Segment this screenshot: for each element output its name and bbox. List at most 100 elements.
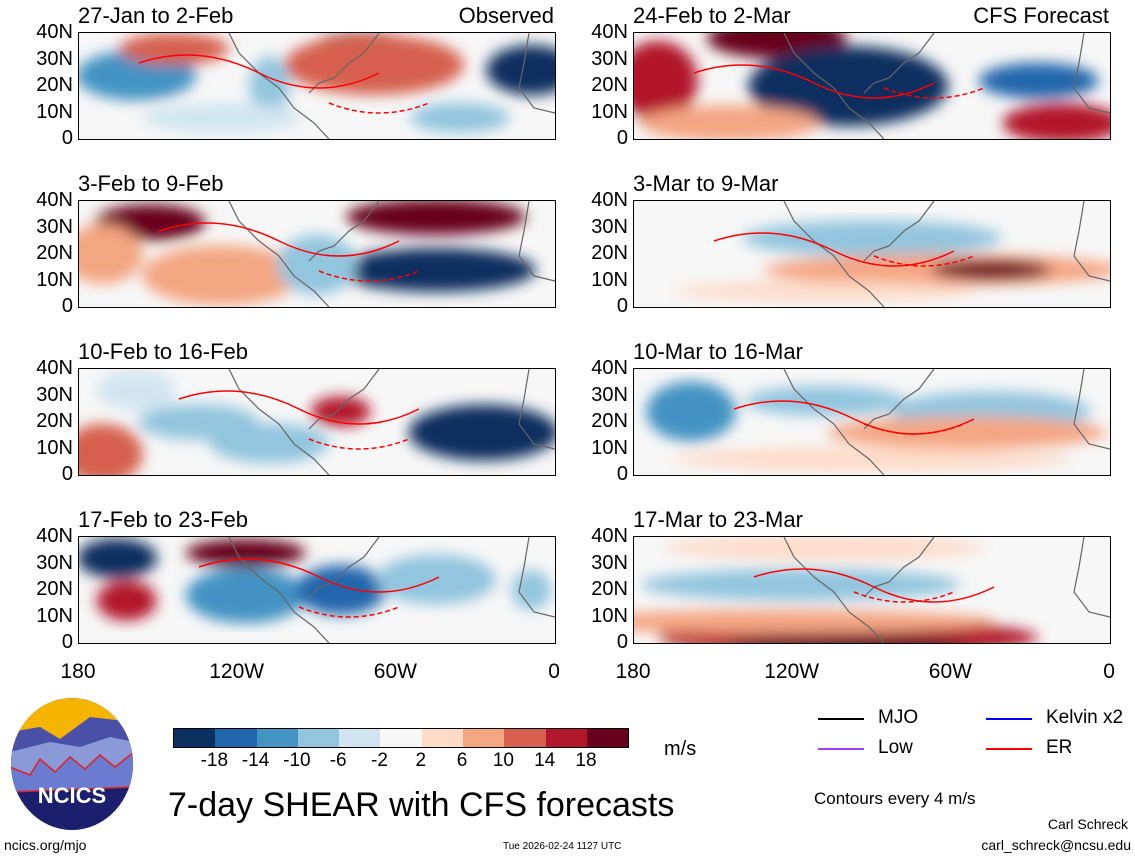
coastline [1073,201,1110,282]
ncics-logo: NCICS [10,697,134,831]
shear-region [511,570,552,610]
y-tick-label: 0 [616,463,628,485]
shear-region [141,245,302,306]
shear-region [277,234,357,295]
y-tick-label: 40N [591,357,628,379]
er-contour [138,54,380,89]
y-tick-label: 30N [36,383,73,406]
shear-region [664,537,985,560]
shear-region [376,554,496,605]
er-contour [318,270,420,282]
x-tick-label: 60W [373,660,417,683]
shear-region [639,105,820,139]
shear-map-panel [78,368,556,476]
coastline [783,537,885,643]
y-tick-label: 10N [591,268,628,291]
shear-region [1002,103,1110,139]
legend-kelvin-line [986,718,1032,720]
shear-map-panel [78,200,556,308]
url-link[interactable]: ncics.org/mjo [4,837,87,853]
y-tick-label: 10N [591,100,628,123]
y-tick-label: 30N [591,383,628,406]
er-contour [298,606,400,618]
panel-title: 10-Feb to 16-Feb [78,339,248,364]
coastline [863,537,935,598]
colorbar-swatch [297,729,340,747]
colorbar-swatch [215,729,257,747]
er-contour [198,558,440,593]
shear-region [284,34,465,95]
shear-region [79,224,143,284]
colorbar-label: 6 [456,750,468,771]
email[interactable]: carl_schreck@ncsu.edu [981,837,1131,853]
coastline [783,33,885,139]
legend-mjo: MJO [878,707,919,728]
y-tick-label: 10N [36,100,73,123]
panel-title: 3-Mar to 9-Mar [633,171,779,196]
colorbar-label: -6 [329,750,347,771]
colorbar-swatch [421,729,464,747]
y-tick-label: 20N [591,74,628,96]
shear-region [295,565,386,615]
coastline [518,33,555,114]
shear-region [96,580,157,621]
y-tick-label: 20N [36,242,73,264]
colorbar-swatch [586,729,629,747]
er-contour [328,102,430,114]
shear-map-panel [633,200,1111,308]
coastline [518,537,555,618]
er-contour [873,255,975,267]
colorbar-swatch [339,729,381,747]
y-tick-label: 40N [36,189,73,211]
coastline [863,369,935,430]
colorbar-label: -2 [371,750,388,771]
er-contour [883,87,985,99]
shear-region [744,385,905,416]
er-contour [753,568,995,603]
er-contour [178,390,420,425]
y-tick-label: 40N [591,525,628,547]
colorbar-label: 14 [534,750,556,771]
coastline [228,537,330,643]
figure-title: 7-day SHEAR with CFS forecasts [168,786,675,824]
y-tick-label: 30N [591,551,628,574]
shear-region [486,45,555,96]
x-tick-label: 120W [209,660,265,683]
shear-map-panel [633,536,1111,644]
y-tick-label: 20N [36,578,73,600]
x-tick-label: 180 [615,660,651,683]
shear-region [634,609,997,634]
shear-region [79,538,158,579]
y-tick-label: 0 [616,295,628,317]
logo-text: NCICS [37,783,107,808]
coastline [863,33,935,94]
colorbar-label: -14 [241,750,270,771]
coastline [518,369,555,450]
shear-map-panel [633,368,1111,476]
coastline [783,201,885,307]
shear-region [742,220,1002,257]
colorbar-label: -10 [283,750,311,771]
er-contour [308,438,410,450]
shear-region [634,40,698,121]
colorbar-swatch [463,729,505,747]
y-tick-label: 0 [61,463,73,485]
panel-title: 10-Mar to 16-Mar [633,339,803,364]
y-tick-label: 10N [591,436,628,459]
panel-title: 24-Feb to 2-Mar [633,3,791,28]
shear-region [346,201,526,235]
shear-region [827,416,1108,449]
y-tick-label: 0 [616,127,628,149]
legend-low: Low [878,737,913,758]
panel-tag: CFS Forecast [973,3,1109,28]
y-tick-label: 20N [591,242,628,264]
colorbar-swatch [380,729,422,747]
shear-map-panel [633,32,1111,140]
coastline [308,201,380,262]
colorbar-swatch [504,729,546,747]
colorbar [173,728,630,748]
legend-low-line [818,748,864,750]
y-tick-label: 30N [591,47,628,70]
coastline [308,369,380,430]
shear-region [249,56,290,116]
